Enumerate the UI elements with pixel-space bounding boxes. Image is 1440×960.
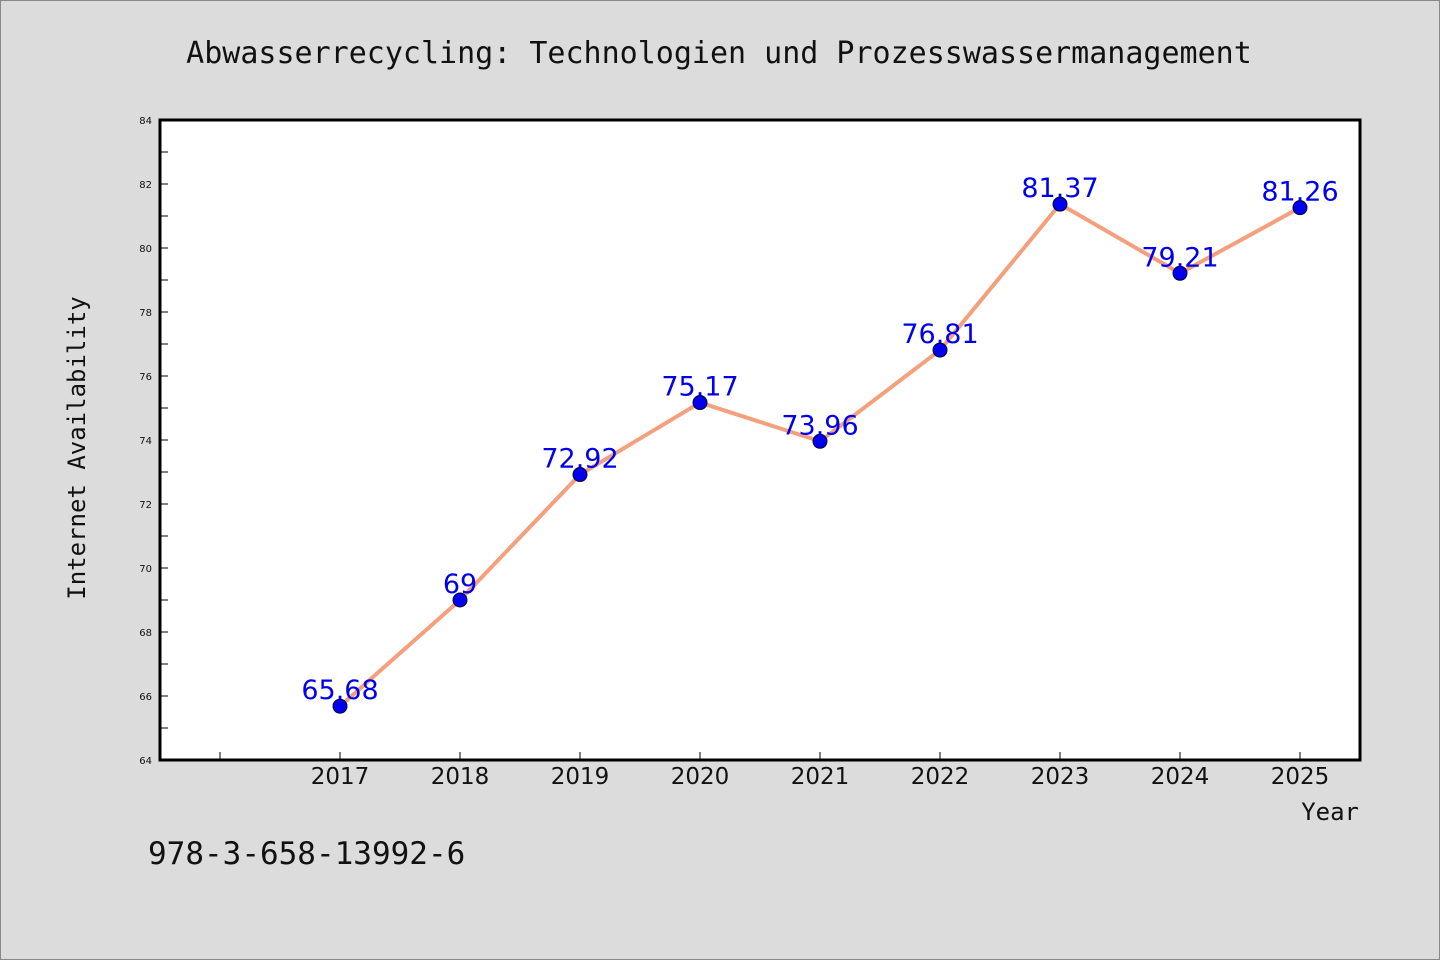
x-tick-label: 2019 — [551, 764, 610, 790]
y-tick-label: 78 — [139, 308, 152, 319]
y-tick-label: 76 — [139, 372, 152, 383]
chart-title: Abwasserrecycling: Technologien und Proz… — [186, 36, 1252, 71]
data-label: 69 — [443, 569, 477, 600]
x-tick-label: 2022 — [911, 764, 970, 790]
y-tick-label: 70 — [139, 564, 152, 575]
x-tick-label: 2025 — [1271, 764, 1330, 790]
y-tick-label: 68 — [139, 628, 152, 639]
data-label: 73.96 — [781, 410, 858, 441]
data-label: 81.26 — [1261, 177, 1338, 208]
x-tick-label: 2024 — [1151, 764, 1210, 790]
y-tick-label: 72 — [139, 500, 152, 511]
y-tick-label: 66 — [139, 692, 152, 703]
data-labels: 65.68 69 72.92 75.17 73.96 76.81 81.37 79.21 81.… — [301, 173, 1338, 706]
x-axis-label: Year — [1301, 798, 1359, 826]
x-tick-label: 2017 — [311, 764, 370, 790]
data-point — [692, 395, 708, 411]
y-tick-label: 74 — [139, 436, 152, 447]
y-axis-ticks: 64 66 68 70 72 74 76 78 80 82 84 — [139, 116, 168, 767]
data-point — [1172, 265, 1188, 281]
y-axis-label: Internet Availability — [63, 296, 91, 599]
y-tick-label: 82 — [139, 180, 152, 191]
x-tick-label: 2021 — [791, 764, 850, 790]
y-tick-label: 64 — [139, 756, 152, 767]
data-label: 76.81 — [901, 319, 978, 350]
plot-area — [158, 118, 1362, 762]
data-label: 79.21 — [1141, 242, 1218, 273]
data-label: 65.68 — [301, 675, 378, 706]
x-tick-label: 2018 — [431, 764, 490, 790]
data-point — [812, 433, 828, 449]
data-label: 75.17 — [661, 372, 738, 403]
data-point — [1292, 200, 1308, 216]
data-label: 81.37 — [1021, 173, 1098, 204]
x-tick-label: 2023 — [1031, 764, 1090, 790]
y-tick-label: 84 — [139, 116, 152, 127]
data-point — [1052, 196, 1068, 212]
data-point — [572, 467, 588, 483]
x-axis-ticks: 2017 2018 2019 2020 2021 2022 2023 2024 2025 — [219, 752, 1330, 790]
x-tick-label: 2020 — [671, 764, 730, 790]
data-point — [452, 592, 468, 608]
data-label: 72.92 — [541, 444, 618, 475]
data-point — [332, 698, 348, 714]
isbn-text: 978-3-658-13992-6 — [148, 836, 465, 872]
data-point — [932, 342, 948, 358]
y-tick-label: 80 — [139, 244, 152, 255]
data-series — [332, 196, 1308, 714]
